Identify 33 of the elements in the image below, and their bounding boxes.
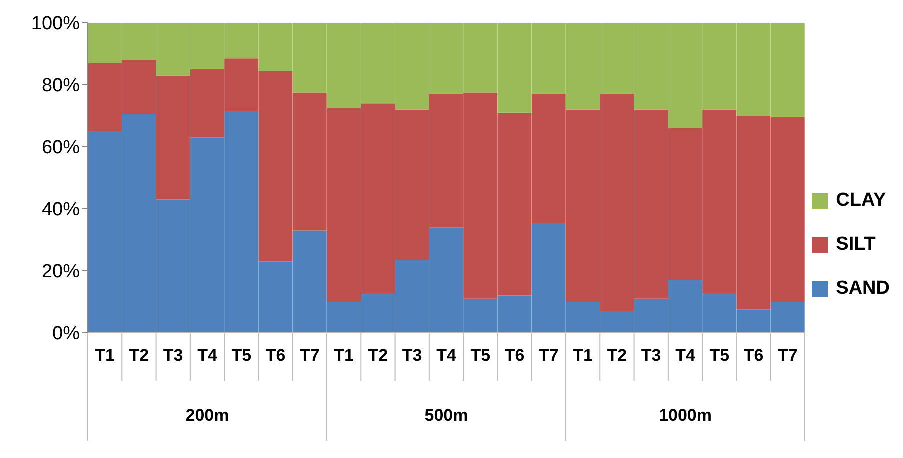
x-tick-label: T7	[300, 346, 320, 365]
y-tick-label: 60%	[42, 138, 80, 159]
x-tick-label: T3	[402, 346, 422, 365]
x-tick-label: T3	[641, 346, 662, 365]
x-tick-label: T1	[95, 346, 115, 365]
text: 200m	[186, 406, 230, 425]
x-tick-label: T4	[676, 346, 696, 365]
x-tick-label: T5	[470, 346, 491, 365]
x-tick-label: T3	[163, 346, 184, 365]
text: 1000m	[659, 406, 712, 425]
text: 500m	[424, 406, 468, 425]
x-tick-label: T5	[710, 346, 730, 365]
y-tick-label: 0%	[52, 324, 80, 345]
x-tick-label: T7	[539, 346, 559, 365]
x-tick-label: T2	[129, 346, 150, 365]
y-tick-label: 80%	[42, 76, 80, 97]
legend-label: SAND	[836, 278, 890, 300]
x-tick-label: T4	[198, 346, 218, 365]
y-tick-label: 100%	[31, 14, 80, 35]
legend-label: SILT	[836, 234, 876, 256]
x-tick-label: T5	[232, 346, 252, 365]
y-tick-label: 20%	[42, 262, 80, 283]
x-tick-label: T1	[334, 346, 354, 365]
x-tick-label: T2	[607, 346, 628, 365]
x-tick-label: T6	[504, 346, 525, 365]
x-tick-label: T6	[266, 346, 286, 365]
y-tick-label: 40%	[42, 200, 80, 221]
x-tick-label: T7	[778, 346, 798, 365]
x-tick-label: T4	[436, 346, 457, 365]
x-tick-label: T2	[368, 346, 388, 365]
x-tick-label: T6	[744, 346, 764, 365]
x-tick-label: T1	[573, 346, 593, 365]
legend-label: CLAY	[836, 190, 886, 212]
